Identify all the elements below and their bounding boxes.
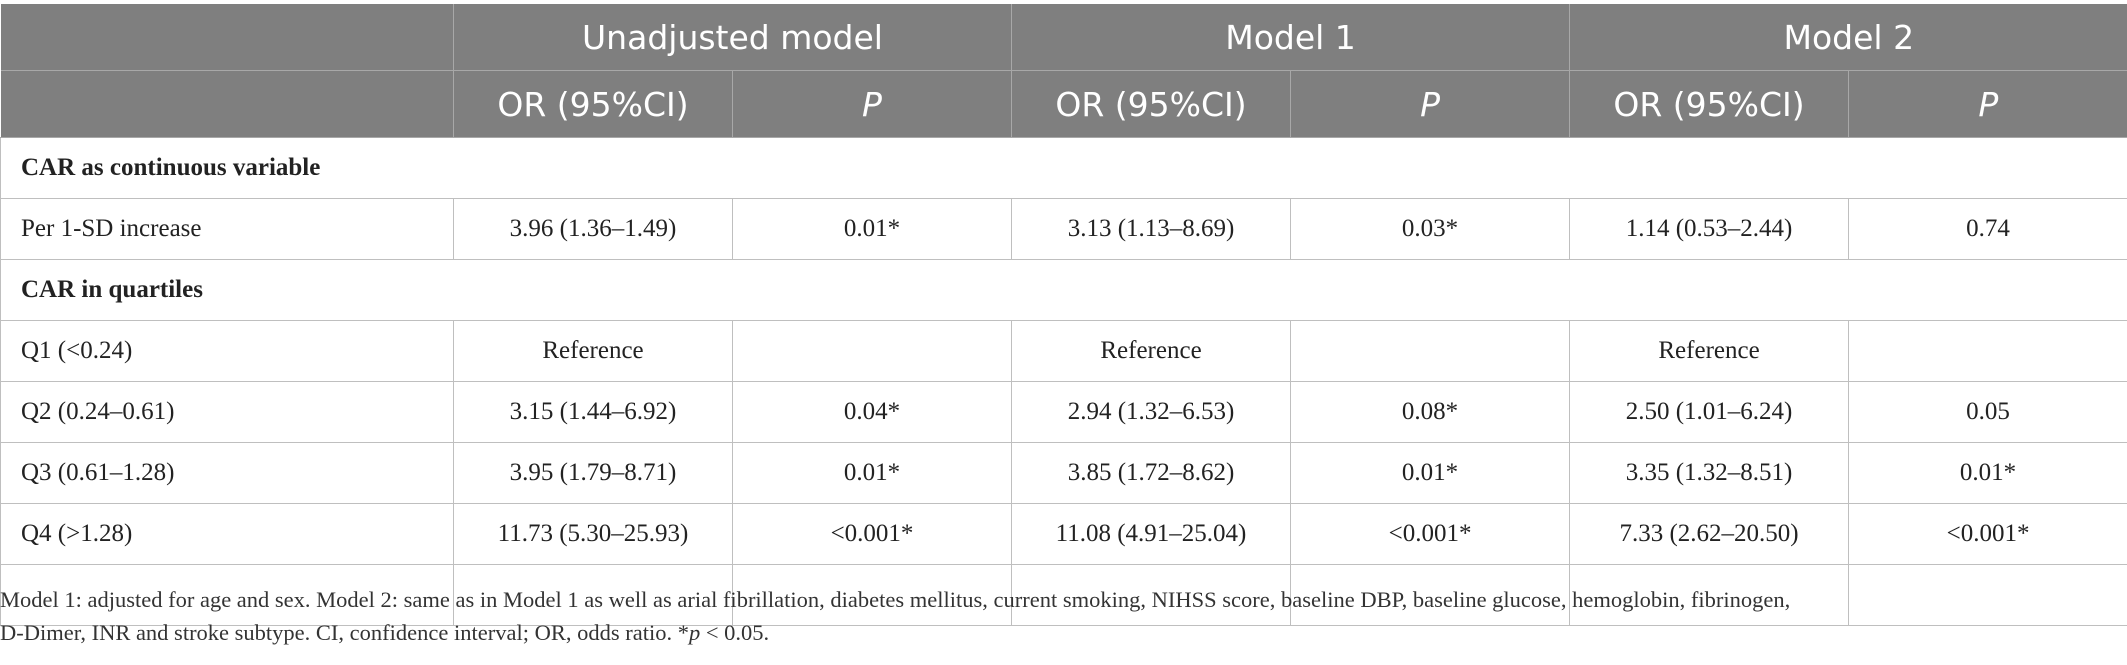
p-value-cell: 0.08* (1290, 381, 1571, 443)
or-ci-cell (453, 564, 733, 626)
or-ci-cell: 3.85 (1.72–8.62) (1011, 442, 1292, 504)
row-label (0, 564, 454, 626)
header-or-ci: OR (95%CI) (1569, 70, 1849, 138)
p-value-cell (731, 320, 1013, 382)
table-row (0, 564, 2127, 626)
section-title: CAR as continuous variable (0, 137, 2127, 199)
p-value-cell: <0.001* (731, 503, 1013, 565)
or-ci-cell: 11.73 (5.30–25.93) (453, 503, 733, 565)
p-value-cell (1848, 564, 2127, 626)
or-ci-cell: Reference (453, 320, 733, 382)
p-value-cell (1848, 320, 2127, 382)
or-ci-cell: 11.08 (4.91–25.04) (1011, 503, 1292, 565)
table-row: Per 1-SD increase 3.96 (1.36–1.49) 0.01*… (0, 198, 2127, 260)
section-row-continuous: CAR as continuous variable (0, 137, 2127, 199)
footnote-p-symbol: p (688, 620, 701, 645)
row-label: Q2 (0.24–0.61) (0, 381, 454, 443)
or-ci-cell: Reference (1569, 320, 1850, 382)
p-value-cell (1290, 564, 1571, 626)
header-unadjusted-model: Unadjusted model (452, 4, 1012, 71)
footnote-line-1: Model 1: adjusted for age and sex. Model… (0, 587, 1791, 612)
or-ci-cell: 3.95 (1.79–8.71) (453, 442, 733, 504)
or-ci-cell: 3.13 (1.13–8.69) (1011, 198, 1292, 260)
p-value-cell: <0.001* (1290, 503, 1571, 565)
or-ci-cell: 3.15 (1.44–6.92) (453, 381, 733, 443)
p-value-cell: 0.01* (731, 198, 1013, 260)
results-table: Unadjusted model Model 1 Model 2 OR (95%… (0, 4, 2127, 626)
table-row: Q3 (0.61–1.28) 3.95 (1.79–8.71) 0.01* 3.… (0, 442, 2127, 504)
table-row: Q1 (<0.24) Reference Reference Reference (0, 320, 2127, 382)
or-ci-cell (1569, 564, 1850, 626)
row-label: Per 1-SD increase (0, 198, 454, 260)
section-row-quartiles: CAR in quartiles (0, 259, 2127, 321)
header-row-stats: OR (95%CI) P OR (95%CI) P OR (95%CI) P (0, 70, 2127, 138)
or-ci-cell: Reference (1011, 320, 1292, 382)
header-model-1: Model 1 (1011, 4, 1570, 71)
p-value-cell: 0.05 (1848, 381, 2127, 443)
header-p-value: P (731, 70, 1012, 138)
p-value-cell: 0.03* (1290, 198, 1571, 260)
or-ci-cell: 2.94 (1.32–6.53) (1011, 381, 1292, 443)
or-ci-cell: 7.33 (2.62–20.50) (1569, 503, 1850, 565)
header-blank-cell (0, 70, 454, 138)
footnote-text: D-Dimer, INR and stroke subtype. CI, con… (0, 620, 689, 645)
header-model-2: Model 2 (1569, 4, 2127, 71)
header-or-ci: OR (95%CI) (1011, 70, 1291, 138)
p-value-cell: 0.01* (731, 442, 1013, 504)
table-footnote: Model 1: adjusted for age and sex. Model… (0, 583, 2127, 649)
header-row-models: Unadjusted model Model 1 Model 2 (0, 4, 2127, 71)
footnote-line-2: D-Dimer, INR and stroke subtype. CI, con… (0, 616, 2127, 649)
footnote-text-end: < 0.05. (700, 620, 770, 645)
header-or-ci: OR (95%CI) (453, 70, 733, 138)
or-ci-cell: 1.14 (0.53–2.44) (1569, 198, 1850, 260)
header-p-value: P (1290, 70, 1570, 138)
p-value-cell: <0.001* (1848, 503, 2127, 565)
p-value-cell (1290, 320, 1571, 382)
header-p-value: P (1848, 70, 2127, 138)
or-ci-cell: 3.35 (1.32–8.51) (1569, 442, 1850, 504)
table-row: Q2 (0.24–0.61) 3.15 (1.44–6.92) 0.04* 2.… (0, 381, 2127, 443)
p-value-cell: 0.01* (1290, 442, 1571, 504)
section-title: CAR in quartiles (0, 259, 2127, 321)
p-value-cell: 0.01* (1848, 442, 2127, 504)
table-row: Q4 (>1.28) 11.73 (5.30–25.93) <0.001* 11… (0, 503, 2127, 565)
row-label: Q4 (>1.28) (0, 503, 454, 565)
or-ci-cell: 2.50 (1.01–6.24) (1569, 381, 1850, 443)
p-value-cell: 0.74 (1848, 198, 2127, 260)
p-value-cell (731, 564, 1013, 626)
p-value-cell: 0.04* (731, 381, 1013, 443)
row-label: Q1 (<0.24) (0, 320, 454, 382)
row-label: Q3 (0.61–1.28) (0, 442, 454, 504)
or-ci-cell: 3.96 (1.36–1.49) (453, 198, 733, 260)
header-blank-cell (0, 4, 454, 71)
